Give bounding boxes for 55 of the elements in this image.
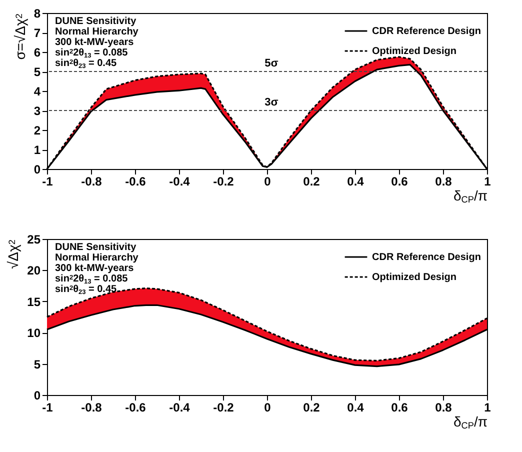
x-tick-label: 0.2	[303, 400, 320, 414]
legend-label: Optimized Design	[372, 272, 456, 283]
y-tick-label: 10	[27, 326, 41, 340]
x-tick-label: -0.4	[169, 400, 190, 414]
y-tick-label: 15	[27, 294, 41, 309]
y-tick-label: 4	[34, 84, 41, 98]
y-tick-label: 3	[34, 104, 41, 118]
legend-label: Optimized Design	[372, 46, 456, 57]
y-tick-label: 6	[34, 46, 41, 60]
x-tick-label: 0.4	[347, 400, 364, 414]
y-tick-label: 0	[34, 388, 41, 402]
annotation: sin$^{2}$θ$_{23}$ = 0.45	[55, 58, 118, 70]
ref-line-label: 3σ	[264, 96, 279, 108]
y-tick-label: 5	[34, 65, 41, 79]
legend-label: CDR Reference Design	[372, 26, 481, 37]
x-tick-label: -0.2	[213, 174, 234, 188]
annotation: 300 kt-MW-years	[55, 37, 134, 48]
y-tick-label: 7	[34, 26, 41, 40]
x-tick-label: -0.8	[81, 174, 102, 188]
legend-label: CDR Reference Design	[372, 252, 481, 263]
annotation: sin$^{2}$θ$_{23}$ = 0.45	[55, 284, 118, 296]
x-tick-label: -1	[42, 174, 54, 188]
annotation: DUNE Sensitivity	[55, 242, 137, 253]
x-tick-label: 0.4	[347, 174, 364, 188]
ref-line-label: 5σ	[264, 58, 279, 70]
x-tick-label: 0.8	[435, 400, 452, 414]
x-tick-label: 1	[484, 174, 492, 188]
x-tick-label: -1	[42, 400, 54, 414]
x-tick-label: 0	[264, 400, 272, 414]
x-tick-label: -0.4	[169, 174, 190, 188]
x-tick-label: -0.6	[125, 400, 146, 414]
x-tick-label: 0.6	[391, 174, 408, 188]
y-tick-label: 20	[27, 264, 41, 278]
x-tick-label: 0.6	[391, 400, 408, 414]
annotation: 300 kt-MW-years	[55, 263, 134, 274]
annotation: sin$^{2}$2θ$_{13}$ = 0.085	[55, 274, 128, 286]
x-axis-title: δ$_{CP}$/π	[454, 414, 488, 431]
x-axis-title: δ$_{CP}$/π	[454, 188, 488, 205]
y-tick-label: 8	[34, 6, 41, 20]
x-tick-label: -0.2	[213, 400, 234, 414]
y-tick-label: 1	[34, 143, 41, 157]
x-tick-label: 0	[264, 174, 272, 188]
y-tick-label: 0	[34, 162, 41, 176]
annotation: sin$^{2}$2θ$_{13}$ = 0.085	[55, 48, 128, 60]
x-tick-label: 1	[484, 400, 492, 414]
annotation: Normal Hierarchy	[55, 26, 139, 38]
y-tick-label: 25	[27, 232, 41, 246]
x-tick-label: 0.8	[435, 174, 452, 188]
x-tick-label: 0.2	[303, 174, 320, 188]
x-tick-label: -0.8	[81, 400, 102, 414]
annotation: Normal Hierarchy	[55, 252, 139, 264]
y-tick-label: 2	[34, 124, 41, 138]
annotation: DUNE Sensitivity	[55, 16, 137, 27]
x-tick-label: -0.6	[125, 174, 146, 188]
y-tick-label: 5	[34, 357, 41, 372]
